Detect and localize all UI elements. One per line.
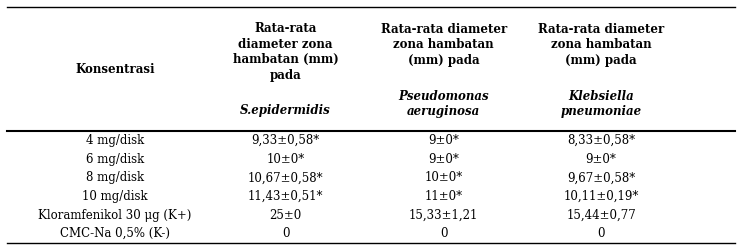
Text: 11±0*: 11±0*: [424, 190, 463, 203]
Text: Pseudomonas
aeruginosa: Pseudomonas aeruginosa: [398, 90, 489, 118]
Text: 9,67±0,58*: 9,67±0,58*: [567, 171, 635, 185]
Text: 8,33±0,58*: 8,33±0,58*: [567, 134, 635, 147]
Text: 15,33±1,21: 15,33±1,21: [409, 209, 479, 222]
Text: 4 mg/disk: 4 mg/disk: [86, 134, 144, 147]
Text: 11,43±0,51*: 11,43±0,51*: [248, 190, 324, 203]
Text: 10±0*: 10±0*: [266, 153, 305, 166]
Text: 9±0*: 9±0*: [585, 153, 617, 166]
Text: Rata-rata diameter
zona hambatan
(mm) pada: Rata-rata diameter zona hambatan (mm) pa…: [381, 23, 507, 67]
Text: Klebsiella
pneumoniae: Klebsiella pneumoniae: [560, 90, 642, 118]
Text: Rata-rata diameter
zona hambatan
(mm) pada: Rata-rata diameter zona hambatan (mm) pa…: [538, 23, 664, 67]
Text: 9±0*: 9±0*: [428, 134, 459, 147]
Text: 10±0*: 10±0*: [424, 171, 463, 185]
Text: 25±0: 25±0: [269, 209, 302, 222]
Text: S.epidermidis: S.epidermidis: [240, 104, 331, 117]
Text: Kloramfenikol 30 μg (K+): Kloramfenikol 30 μg (K+): [39, 209, 191, 222]
Text: CMC-Na 0,5% (K-): CMC-Na 0,5% (K-): [60, 227, 170, 240]
Text: 10,11±0,19*: 10,11±0,19*: [563, 190, 639, 203]
Text: 0: 0: [282, 227, 289, 240]
Text: 9,33±0,58*: 9,33±0,58*: [252, 134, 320, 147]
Text: 0: 0: [597, 227, 605, 240]
Text: 10 mg/disk: 10 mg/disk: [82, 190, 148, 203]
Text: 0: 0: [440, 227, 447, 240]
Text: 10,67±0,58*: 10,67±0,58*: [248, 171, 324, 185]
Text: 8 mg/disk: 8 mg/disk: [86, 171, 144, 185]
Text: Konsentrasi: Konsentrasi: [75, 63, 155, 76]
Text: 6 mg/disk: 6 mg/disk: [86, 153, 144, 166]
Text: Rata-rata
diameter zona
hambatan (mm)
pada: Rata-rata diameter zona hambatan (mm) pa…: [233, 22, 338, 82]
Text: 9±0*: 9±0*: [428, 153, 459, 166]
Text: 15,44±0,77: 15,44±0,77: [566, 209, 636, 222]
